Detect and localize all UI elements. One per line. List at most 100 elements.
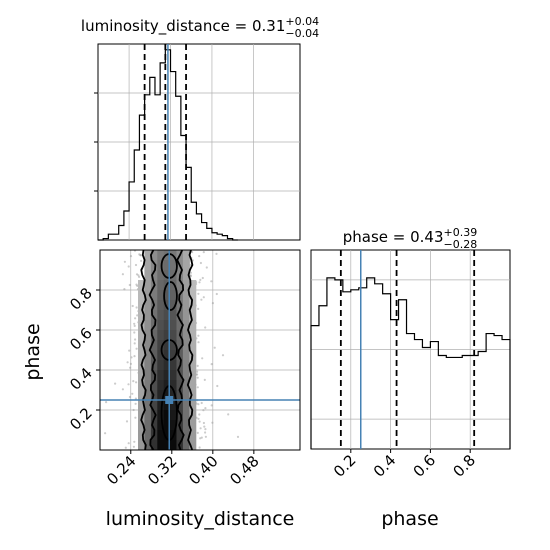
density-cell: [182, 440, 190, 450]
density-cell: [170, 310, 178, 320]
density-cell: [170, 350, 178, 360]
density-cell: [163, 330, 171, 340]
density-cell: [163, 340, 171, 350]
phase-title: phase = 0.43+0.39 −0.28: [343, 226, 478, 251]
density-cell: [182, 390, 190, 400]
scatter-point: [210, 363, 213, 366]
density-cell: [170, 320, 178, 330]
scatter-point: [221, 354, 225, 357]
density-cell: [182, 380, 190, 390]
density-cell: [138, 300, 145, 310]
density-cell: [182, 340, 190, 350]
quantile-lines: [143, 44, 187, 240]
scatter-point: [138, 275, 141, 278]
scatter-point: [129, 362, 132, 365]
density-cell: [144, 280, 152, 290]
density-cell: [189, 340, 197, 350]
density-cell: [182, 360, 190, 370]
y-tick-label: 0.4: [66, 364, 96, 394]
scatter-point: [133, 331, 136, 334]
density-cell: [150, 380, 158, 390]
scatter-point: [199, 427, 202, 430]
scatter-point: [125, 420, 129, 423]
scatter-point: [216, 384, 219, 388]
density-cell: [144, 260, 152, 270]
density-cell: [182, 330, 190, 340]
scatter-point: [196, 364, 199, 367]
y-tick-label: 0.2: [66, 404, 96, 434]
scatter-point: [127, 383, 130, 386]
density-cell: [182, 370, 190, 380]
density-cell: [182, 270, 190, 280]
scatter-point: [127, 442, 130, 445]
scatter-point: [215, 292, 218, 296]
density-cell: [170, 360, 178, 370]
density-cell: [170, 440, 178, 450]
scatter-point: [213, 346, 216, 349]
density-cell: [176, 390, 184, 400]
scatter-point: [135, 273, 139, 276]
scatter-point: [197, 307, 200, 310]
scatter-point: [198, 281, 201, 284]
density-cell: [182, 420, 190, 430]
density-cell: [157, 390, 165, 400]
scatter-point: [135, 347, 138, 350]
density-cell: [157, 340, 165, 350]
density-cell: [157, 320, 165, 330]
x-tick-label: 0.6: [410, 451, 440, 481]
title-param: luminosity_distance: [81, 17, 230, 36]
scatter-point: [114, 382, 117, 385]
density-cell: [150, 290, 158, 300]
scatter-point: [201, 276, 204, 280]
density-cell: [150, 330, 158, 340]
density-cell: [144, 400, 152, 410]
scatter-point: [133, 324, 136, 327]
density-cell: [157, 400, 165, 410]
density-cell: [138, 390, 145, 400]
density-cell: [189, 420, 197, 430]
scatter-point: [196, 373, 199, 376]
density-cell: [144, 410, 152, 420]
density-cell: [189, 390, 197, 400]
scatter-point: [135, 283, 138, 286]
scatter-point: [215, 252, 218, 255]
density-cell: [157, 290, 165, 300]
scatter-point: [131, 392, 134, 395]
histogram-step: [310, 277, 511, 449]
density-cell: [138, 330, 145, 340]
density-cell: [144, 310, 152, 320]
title-param: phase: [343, 228, 388, 246]
scatter-point: [189, 271, 192, 274]
density-cell: [176, 340, 184, 350]
scatter-point: [205, 266, 208, 269]
density-cell: [144, 250, 152, 260]
density-cell: [138, 350, 145, 360]
scatter-point: [197, 417, 200, 420]
scatter-point: [199, 278, 202, 281]
contour-line: [186, 250, 194, 450]
density-cell: [163, 400, 171, 410]
density-cell: [189, 320, 197, 330]
density-cell: [170, 370, 178, 380]
scatter-point: [204, 326, 207, 329]
x-tick-label: 0.4: [370, 451, 400, 481]
density-cell: [157, 380, 165, 390]
density-cell: [144, 300, 152, 310]
scatter-point: [130, 356, 133, 359]
density-cell: [176, 310, 184, 320]
density-cell: [150, 270, 158, 280]
x-ticks: 0.2 0.4 0.6 0.8: [330, 449, 479, 481]
scatter-point: [202, 251, 205, 254]
scatter-point: [134, 338, 137, 341]
density-cell: [176, 320, 184, 330]
scatter-point: [191, 251, 194, 254]
luminosity-histogram-panel: [94, 43, 301, 241]
density-cell: [182, 250, 190, 260]
contour-line: [176, 250, 185, 450]
scatter-point: [201, 357, 204, 360]
scatter-point: [128, 395, 131, 399]
density-cell: [144, 330, 152, 340]
title-eq: =: [388, 228, 410, 246]
scatter-point: [204, 428, 207, 431]
density-cell: [150, 360, 158, 370]
